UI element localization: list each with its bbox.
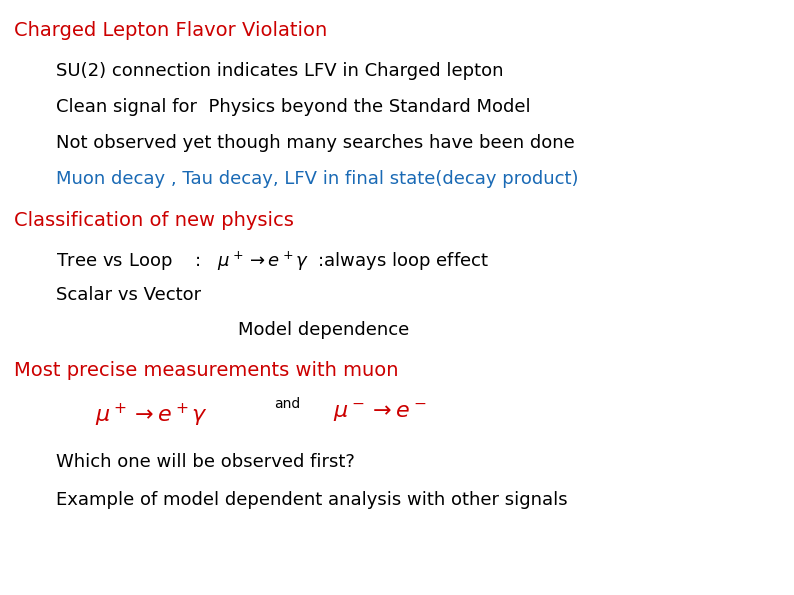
Text: Classification of new physics: Classification of new physics (14, 211, 294, 230)
Text: Not observed yet though many searches have been done: Not observed yet though many searches ha… (56, 134, 574, 152)
Text: Example of model dependent analysis with other signals: Example of model dependent analysis with… (56, 491, 567, 509)
Text: and: and (274, 397, 300, 411)
Text: SU(2) connection indicates LFV in Charged lepton: SU(2) connection indicates LFV in Charge… (56, 62, 503, 80)
Text: Muon decay , Tau decay, LFV in final state(decay product): Muon decay , Tau decay, LFV in final sta… (56, 170, 578, 187)
Text: Tree vs Loop    :   $\mu^+ \rightarrow e^+\gamma$  :always loop effect: Tree vs Loop : $\mu^+ \rightarrow e^+\ga… (56, 250, 488, 273)
Text: Most precise measurements with muon: Most precise measurements with muon (14, 361, 399, 380)
Text: Model dependence: Model dependence (238, 321, 410, 339)
Text: $\mu^+ \rightarrow e^+\gamma$: $\mu^+ \rightarrow e^+\gamma$ (95, 402, 208, 429)
Text: Which one will be observed first?: Which one will be observed first? (56, 453, 354, 471)
Text: $\mu^- \rightarrow e^-$: $\mu^- \rightarrow e^-$ (333, 402, 427, 424)
Text: Clean signal for  Physics beyond the Standard Model: Clean signal for Physics beyond the Stan… (56, 98, 530, 116)
Text: Scalar vs Vector: Scalar vs Vector (56, 286, 201, 303)
Text: Charged Lepton Flavor Violation: Charged Lepton Flavor Violation (14, 21, 328, 40)
